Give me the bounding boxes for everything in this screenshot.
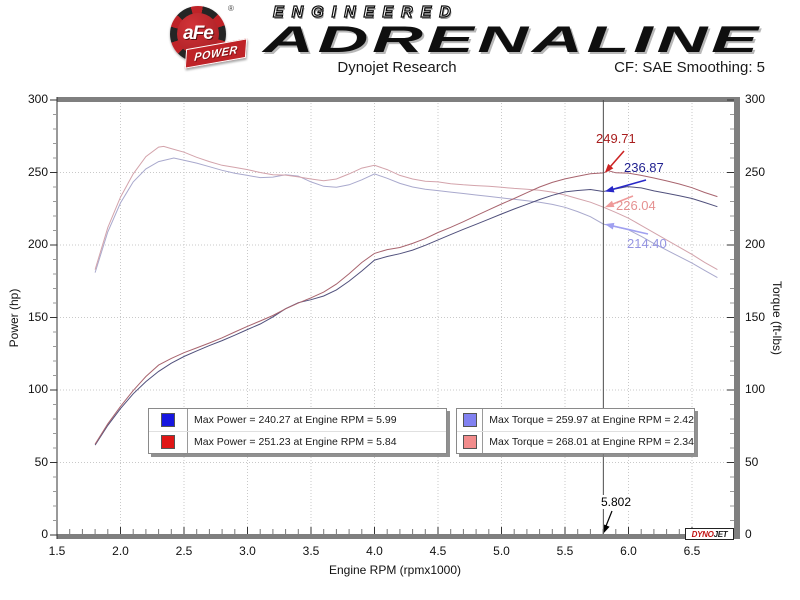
y-tick-label-torque: 100	[745, 382, 766, 396]
torque-run1-label: Max Torque = 259.97 at Engine RPM = 2.42	[489, 413, 694, 426]
x-tick-label: 2.5	[175, 544, 193, 558]
y-tick-label-torque: 150	[745, 309, 766, 324]
swatch-cell	[149, 431, 188, 453]
legend-row-power-run2: Max Power = 251.23 at Engine RPM = 5.84	[149, 431, 446, 453]
adrenaline-wordmark: ADRENALINE	[263, 19, 762, 60]
y-tick-label-power: 250	[27, 164, 48, 179]
registered-mark: ®	[228, 4, 234, 13]
x-tick-label: 6.5	[683, 544, 701, 558]
y-tick-label-torque: 300	[745, 92, 766, 106]
torque-run2-label: Max Torque = 268.01 at Engine RPM = 2.34	[489, 436, 694, 449]
dynojet-watermark: DYNO JET	[685, 528, 734, 540]
chart-title: Dynojet Research	[337, 59, 457, 76]
legend-max-power: Max Power = 240.27 at Engine RPM = 5.99 …	[148, 408, 447, 454]
power-run1-label: Max Power = 240.27 at Engine RPM = 5.99	[194, 413, 397, 426]
engineered-wordmark: ENGINEERED	[272, 3, 459, 21]
y-tick-label-power: 0	[41, 527, 48, 541]
x-tick-label: 5.0	[493, 544, 510, 558]
x-tick-label: 6.0	[620, 544, 637, 558]
torque-run1-swatch	[462, 412, 477, 427]
cursor-readout-torque-blue: 214.40	[627, 236, 667, 251]
y-tick-label-power: 50	[34, 454, 48, 469]
y-tick-label-torque: 250	[745, 164, 766, 179]
dynojet-watermark-dyno: DYNO	[691, 529, 714, 539]
swatch-cell	[457, 409, 484, 431]
x-tick-label: 2.0	[112, 544, 129, 558]
cursor-readout-torque-red: 226.04	[616, 198, 656, 213]
y-tick-label-torque: 200	[745, 237, 766, 251]
y-tick-label-torque: 50	[745, 454, 759, 469]
y-tick-label-torque: 0	[745, 527, 752, 541]
dynojet-watermark-jet: JET	[713, 529, 728, 539]
swatch-cell	[149, 409, 188, 431]
y-tick-label-power: 100	[27, 382, 48, 396]
afe-power-logo: aFe	[170, 6, 226, 62]
x-tick-label: 3.0	[239, 544, 256, 558]
cursor-readout-power-blue: 236.87	[624, 160, 664, 175]
legend-max-torque: Max Torque = 259.97 at Engine RPM = 2.42…	[456, 408, 695, 454]
power-run2-swatch	[161, 435, 175, 450]
y-tick-label-power: 300	[27, 92, 48, 106]
torque-run2-swatch	[462, 435, 477, 450]
x-tick-label: 4.0	[366, 544, 383, 558]
cursor-rpm-label: 5.802	[599, 495, 634, 509]
y-tick-label-power: 200	[27, 237, 48, 251]
y-tick-label-power: 150	[27, 309, 48, 324]
legend-row-torque-run2: Max Torque = 268.01 at Engine RPM = 2.34	[457, 431, 694, 453]
x-tick-label: 4.5	[429, 544, 447, 558]
power-run1-swatch	[161, 412, 175, 427]
x-tick-label: 3.5	[302, 544, 320, 558]
legend-row-torque-run1: Max Torque = 259.97 at Engine RPM = 2.42	[457, 409, 694, 432]
cursor-readout-power-red: 249.71	[596, 131, 636, 146]
x-tick-label: 1.5	[48, 544, 66, 558]
power-run2-label: Max Power = 251.23 at Engine RPM = 5.84	[194, 436, 397, 449]
legend-row-power-run1: Max Power = 240.27 at Engine RPM = 5.99	[149, 409, 446, 432]
smoothing-setting: CF: SAE Smoothing: 5	[614, 59, 765, 76]
x-axis-title: Engine RPM (rpmx1000)	[328, 563, 462, 577]
afe-logo-text: aFe	[183, 23, 214, 44]
x-tick-label: 5.5	[556, 544, 574, 558]
swatch-cell	[457, 431, 484, 453]
